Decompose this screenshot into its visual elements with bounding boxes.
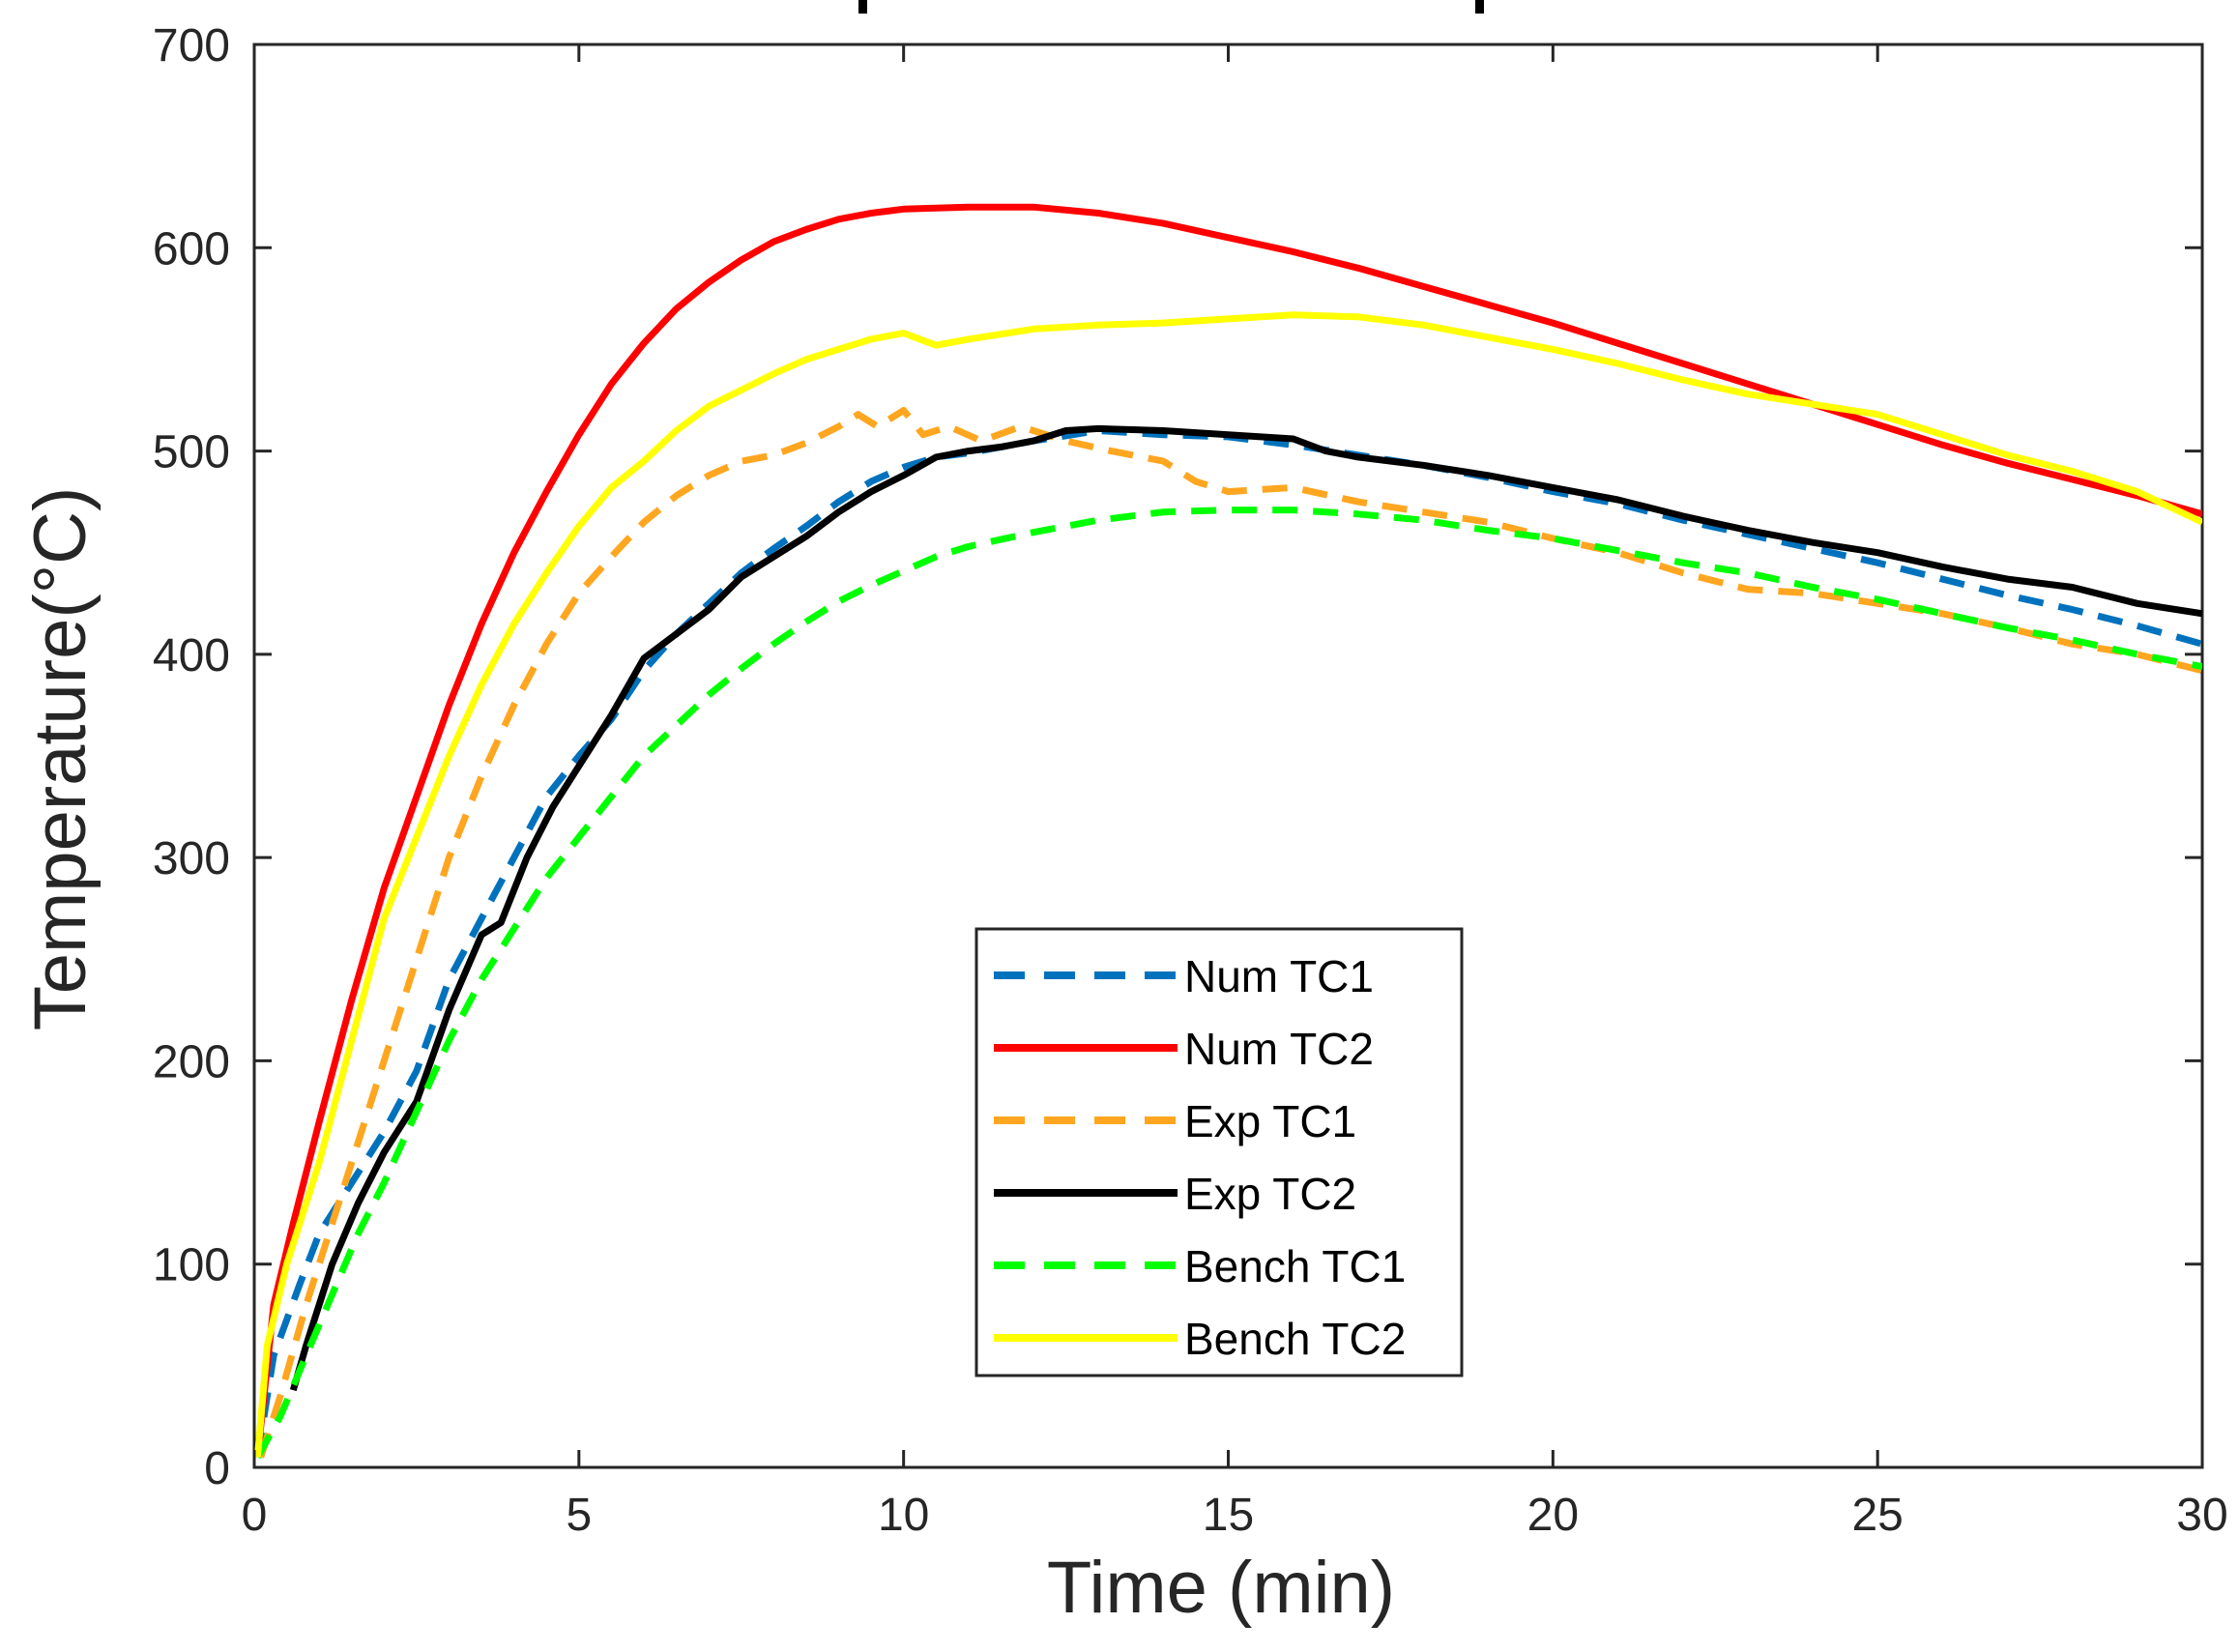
legend-label: Exp TC1 (1184, 1096, 1356, 1146)
series-line-num-tc2 (254, 203, 2202, 1458)
x-tick-label: 0 (242, 1490, 268, 1541)
y-tick-label: 0 (204, 1443, 230, 1494)
y-axis-title: Temperature(°C) (19, 487, 102, 1031)
series-line-bench-tc1 (254, 507, 2202, 1460)
x-tick-label: 15 (1203, 1490, 1254, 1541)
y-tick-label: 600 (153, 223, 230, 275)
legend-box (974, 927, 1464, 1377)
x-tick-label: 25 (1851, 1490, 1903, 1541)
x-tick-label: 30 (2176, 1490, 2227, 1541)
series-line-exp-tc2 (289, 424, 2202, 1392)
series-line-exp-tc1 (257, 407, 2202, 1459)
y-tick-label: 400 (153, 630, 230, 681)
y-tick-label: 100 (153, 1240, 230, 1291)
y-tick-label: 700 (153, 20, 230, 72)
legend-label: Num TC2 (1184, 1024, 1374, 1074)
x-axis-title: Time (min) (1047, 1547, 1395, 1629)
y-tick-label: 500 (153, 427, 230, 478)
y-tick-label: 300 (153, 833, 230, 884)
legend-label: Bench TC2 (1184, 1314, 1406, 1364)
series-layer (254, 203, 2202, 1460)
x-tick-label: 5 (566, 1490, 592, 1541)
legend-label: Exp TC2 (1184, 1169, 1356, 1219)
series-line-bench-tc2 (254, 311, 2202, 1458)
x-tick-label: 20 (1527, 1490, 1579, 1541)
title-fragment-left (858, 0, 867, 14)
legend: Num TC1 Num TC2 Exp TC1 Exp TC2 Bench TC1 Ben… (974, 927, 1464, 1377)
legend-label: Num TC1 (1184, 951, 1374, 1001)
legend-label: Bench TC1 (1184, 1241, 1406, 1291)
series-line-num-tc1 (254, 427, 2202, 1459)
y-tick-label: 200 (153, 1036, 230, 1087)
x-tick-label: 10 (878, 1490, 929, 1541)
title-fragment-right (1475, 0, 1484, 14)
